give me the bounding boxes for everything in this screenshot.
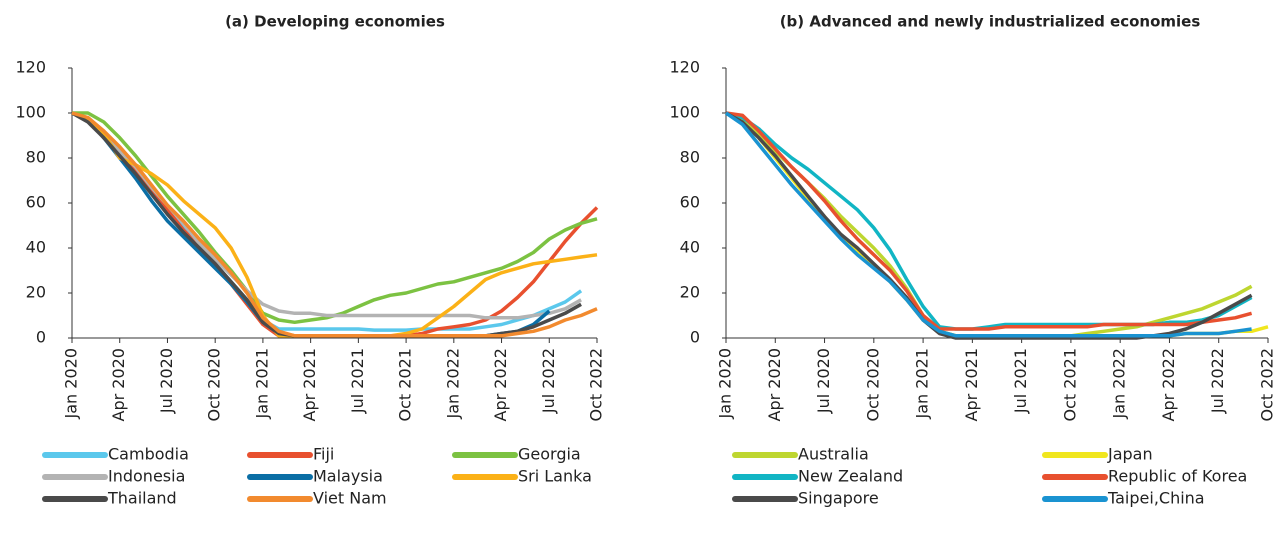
legend-label: Sri Lanka	[518, 467, 592, 486]
x-tick-label: Apr 2021	[962, 348, 981, 421]
y-tick-label: 60	[680, 193, 700, 212]
series-line	[71, 111, 582, 320]
y-tick-label: 20	[26, 283, 46, 302]
x-tick-label: Jan 2022	[443, 348, 462, 419]
legend-label: Australia	[798, 445, 869, 464]
legend-label: Fiji	[313, 445, 334, 464]
y-tick-label: 100	[15, 103, 46, 122]
y-tick-label: 60	[26, 193, 46, 212]
series-line	[72, 111, 598, 325]
y-tick-label: 0	[690, 328, 700, 347]
x-tick-label: Jul 2022	[539, 348, 558, 414]
y-tick-label: 40	[680, 238, 700, 257]
x-tick-label: Oct 2021	[1060, 348, 1079, 421]
series-line	[71, 111, 598, 338]
x-tick-label: Oct 2021	[396, 348, 415, 421]
series-line	[71, 111, 582, 338]
y-tick-label: 40	[26, 238, 46, 257]
x-tick-label: Oct 2020	[863, 348, 882, 421]
x-tick-label: Oct 2022	[587, 348, 606, 421]
x-tick-label: Jan 2020	[716, 348, 735, 419]
series-line	[725, 111, 1253, 331]
legend-label: Indonesia	[108, 467, 185, 486]
x-tick-label: Jul 2020	[814, 348, 833, 414]
series-line	[725, 111, 1253, 340]
legend-label: Malaysia	[313, 467, 383, 486]
series-line	[71, 111, 599, 338]
x-tick-label: Jul 2020	[157, 348, 176, 414]
x-tick-label: Oct 2020	[205, 348, 224, 421]
series-line	[725, 111, 1269, 338]
y-tick-label: 0	[36, 328, 46, 347]
x-tick-label: Apr 2021	[300, 348, 319, 421]
legend-label: Cambodia	[108, 445, 189, 464]
x-tick-label: Jul 2021	[348, 348, 367, 414]
legend-label: Japan	[1107, 445, 1153, 464]
x-tick-label: Jul 2022	[1208, 348, 1227, 414]
series-line	[725, 111, 1252, 338]
y-tick-label: 120	[15, 58, 46, 77]
x-tick-label: Jul 2021	[1011, 348, 1030, 414]
chart-title: (b) Advanced and newly industrialized ec…	[780, 13, 1201, 31]
series-line	[725, 111, 1253, 338]
series-line	[725, 111, 1253, 331]
legend-label: Republic of Korea	[1108, 467, 1247, 486]
series-line	[71, 111, 598, 338]
y-tick-label: 100	[669, 103, 700, 122]
legend-label: Taipei,China	[1107, 489, 1205, 508]
x-tick-label: Jan 2022	[1110, 348, 1129, 419]
series-line	[71, 111, 583, 332]
chart-title: (a) Developing economies	[225, 13, 445, 31]
x-tick-label: Apr 2020	[765, 348, 784, 421]
legend-label: Singapore	[798, 489, 879, 508]
legend-label: New Zealand	[798, 467, 903, 486]
x-tick-label: Jan 2020	[62, 348, 81, 419]
x-tick-label: Apr 2022	[491, 348, 510, 421]
x-tick-label: Apr 2022	[1159, 348, 1178, 421]
legend-label: Georgia	[518, 445, 581, 464]
series-line	[71, 111, 551, 338]
x-tick-label: Apr 2020	[109, 348, 128, 421]
x-tick-label: Oct 2022	[1258, 348, 1277, 421]
y-tick-label: 80	[26, 148, 46, 167]
y-tick-label: 120	[669, 58, 700, 77]
x-tick-label: Jan 2021	[252, 348, 271, 419]
legend-label: Thailand	[107, 489, 177, 508]
x-tick-label: Jan 2021	[913, 348, 932, 419]
legend-label: Viet Nam	[313, 489, 387, 508]
y-tick-label: 20	[680, 283, 700, 302]
y-tick-label: 80	[680, 148, 700, 167]
